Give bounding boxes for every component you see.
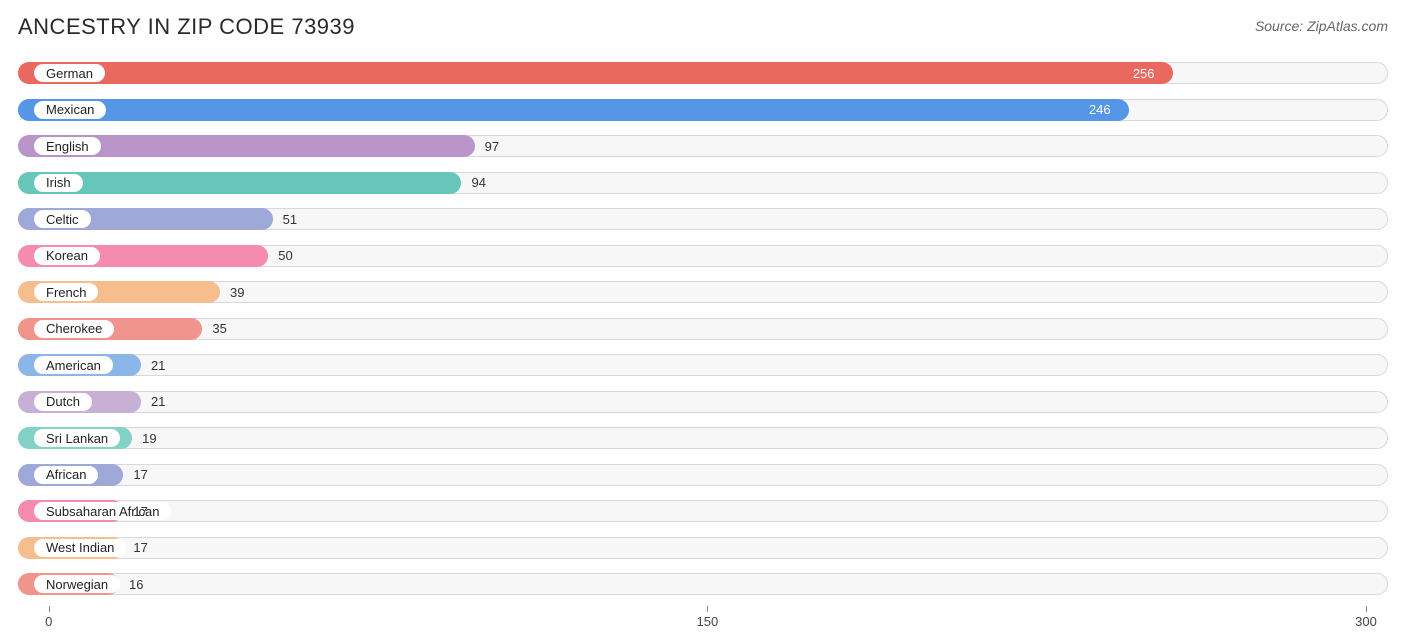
- bar-row: Mexican 246: [18, 95, 1388, 125]
- bar-value-label: 256: [1133, 64, 1155, 82]
- bar-value-label: 94: [471, 174, 485, 192]
- bar-track: [18, 391, 1388, 413]
- bar-value-label: 21: [151, 356, 165, 374]
- bar-row: West Indian 17: [18, 533, 1388, 563]
- bar-label-pill: American: [34, 356, 113, 374]
- bar-label-pill: Sri Lankan: [34, 429, 120, 447]
- bar-value-label: 39: [230, 283, 244, 301]
- x-axis: 0 150 300: [18, 606, 1388, 636]
- bar-label-pill: Subsaharan African: [34, 502, 171, 520]
- bar-label-pill: English: [34, 137, 101, 155]
- axis-tick-label: 150: [697, 614, 719, 629]
- bar-row: Norwegian 16: [18, 569, 1388, 599]
- bar-fill: [18, 62, 1173, 84]
- bar-value-label: 51: [283, 210, 297, 228]
- bar-label-pill: Irish: [34, 174, 83, 192]
- bar-value-label: 17: [133, 502, 147, 520]
- bar-track: [18, 573, 1388, 595]
- bar-label-pill: Korean: [34, 247, 100, 265]
- bar-track: [18, 281, 1388, 303]
- chart-title: ANCESTRY IN ZIP CODE 73939: [18, 14, 355, 40]
- bar-row: American 21: [18, 350, 1388, 380]
- bar-label-pill: Dutch: [34, 393, 92, 411]
- bar-row: German 256: [18, 58, 1388, 88]
- bar-row: Cherokee 35: [18, 314, 1388, 344]
- chart-header: ANCESTRY IN ZIP CODE 73939 Source: ZipAt…: [18, 14, 1388, 40]
- bar-track: [18, 427, 1388, 449]
- bar-value-label: 19: [142, 429, 156, 447]
- bar-row: Sri Lankan 19: [18, 423, 1388, 453]
- bar-track: [18, 537, 1388, 559]
- bar-track: [18, 464, 1388, 486]
- bar-value-label: 50: [278, 247, 292, 265]
- bar-value-label: 97: [485, 137, 499, 155]
- bar-label-pill: Norwegian: [34, 575, 120, 593]
- axis-tick: [49, 606, 50, 612]
- bar-label-pill: West Indian: [34, 539, 126, 557]
- axis-tick: [1366, 606, 1367, 612]
- bar-label-pill: French: [34, 283, 98, 301]
- bar-track: [18, 500, 1388, 522]
- bar-fill: [18, 172, 461, 194]
- bar-row: French 39: [18, 277, 1388, 307]
- bar-track: [18, 354, 1388, 376]
- bar-value-label: 35: [212, 320, 226, 338]
- bar-label-pill: German: [34, 64, 105, 82]
- chart-source: Source: ZipAtlas.com: [1255, 14, 1388, 34]
- bar-row: English 97: [18, 131, 1388, 161]
- bar-label-pill: Mexican: [34, 101, 106, 119]
- axis-tick-label: 0: [45, 614, 52, 629]
- axis-tick-label: 300: [1355, 614, 1377, 629]
- chart-area: German 256 Mexican 246 English 97 Irish 94 Celti…: [18, 58, 1388, 636]
- bar-value-label: 16: [129, 575, 143, 593]
- bar-row: Celtic 51: [18, 204, 1388, 234]
- axis-tick: [707, 606, 708, 612]
- bar-fill: [18, 99, 1129, 121]
- bar-value-label: 246: [1089, 101, 1111, 119]
- bar-row: Irish 94: [18, 168, 1388, 198]
- bar-value-label: 21: [151, 393, 165, 411]
- bar-label-pill: Celtic: [34, 210, 91, 228]
- bar-value-label: 17: [133, 466, 147, 484]
- bar-label-pill: Cherokee: [34, 320, 114, 338]
- bar-row: Dutch 21: [18, 387, 1388, 417]
- bar-value-label: 17: [133, 539, 147, 557]
- bar-row: Subsaharan African17: [18, 496, 1388, 526]
- bar-label-pill: African: [34, 466, 98, 484]
- bar-row: African 17: [18, 460, 1388, 490]
- bar-row: Korean 50: [18, 241, 1388, 271]
